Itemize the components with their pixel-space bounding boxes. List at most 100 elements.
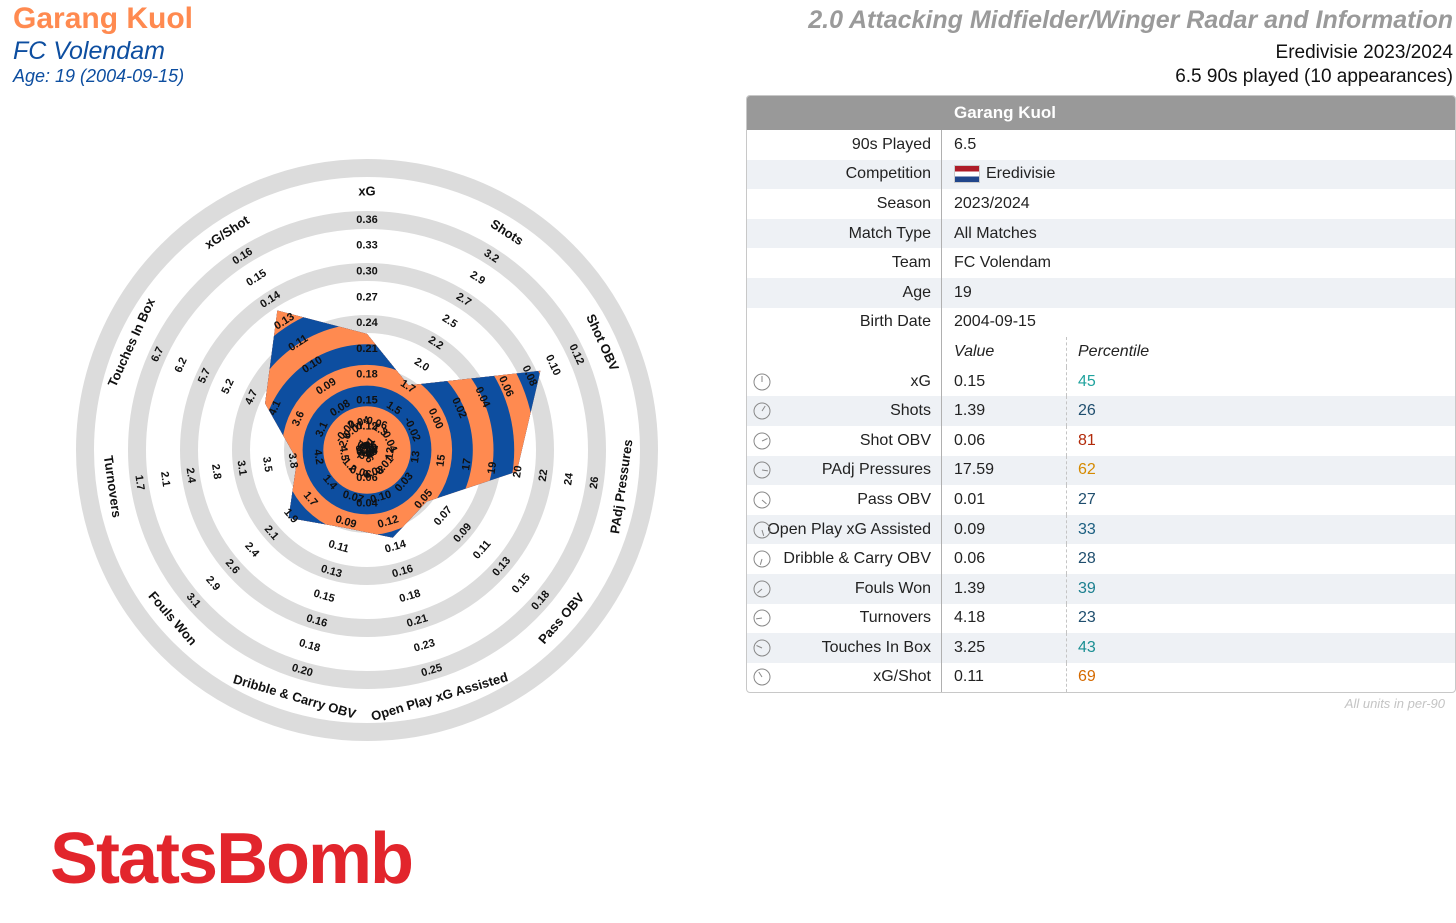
metric-row: PAdj Pressures 17.59 62 (747, 455, 1455, 486)
tick-label: 0.15 (510, 572, 533, 596)
tick-label: 13 (409, 450, 423, 464)
tick-label: 0.18 (356, 369, 377, 381)
tick-label: 0.30 (356, 266, 377, 278)
metric-label: Fouls Won (747, 573, 942, 604)
info-row: Season 2023/2024 (747, 189, 1455, 219)
value-header: Value (954, 342, 995, 360)
tick-label: 3.6 (290, 409, 307, 428)
clock-icon (753, 668, 771, 686)
metric-value: 0.15 (954, 372, 986, 390)
tick-label: 0.33 (356, 240, 377, 252)
metric-rows: xG 0.15 45 Shots 1.39 26 Shot OBV 0.06 81 PAdj Pr… (747, 366, 1455, 693)
metric-percentile: 62 (1078, 461, 1096, 479)
units-note: All units in per-90 (1344, 696, 1445, 711)
tick-label: 0.15 (312, 588, 336, 606)
info-value: 2023/2024 (954, 194, 1030, 212)
tick-label: 0.18 (398, 588, 422, 606)
metric-label: Shots (747, 396, 942, 426)
tick-label: 4.7 (243, 388, 260, 407)
tick-label: 4.9 (362, 441, 376, 458)
tick-label: 0.04 (356, 498, 378, 510)
metric-label: Turnovers (747, 603, 942, 634)
tick-label: 2.9 (203, 574, 222, 593)
clock-icon (753, 373, 771, 391)
axis-label: Turnovers (101, 454, 125, 518)
tick-label: 2.5 (440, 312, 459, 330)
age-line: Age: 19 (2004-09-15) (13, 66, 185, 86)
info-table: Garang Kuol 90s Played 6.5 Competition Ered… (746, 95, 1456, 694)
tick-label: 0.15 (244, 267, 269, 289)
metric-label: Shot OBV (747, 425, 942, 456)
info-row: Team FC Volendam (747, 248, 1455, 278)
metric-value: 0.06 (954, 431, 986, 449)
metric-row: Dribble & Carry OBV 0.06 28 (747, 544, 1455, 574)
tick-label: 4.1 (266, 399, 283, 418)
tick-label: 0.09 (334, 513, 358, 531)
clock-icon (753, 432, 771, 450)
tick-label: 0.36 (356, 214, 377, 226)
metric-row: Touches In Box 3.25 43 (747, 633, 1455, 663)
tick-label: 2.4 (183, 467, 197, 485)
tick-label: 6.7 (149, 345, 166, 364)
tick-label: 3.5 (260, 456, 274, 473)
ring (180, 263, 554, 637)
metric-value: 0.11 (954, 668, 984, 686)
tick-label: 3.1 (313, 420, 330, 439)
competition-line: Eredivisie 2023/2024 (1275, 42, 1453, 63)
tick-label: 0.06 (356, 472, 377, 484)
info-label: Match Type (747, 218, 942, 249)
tick-label: 0.18 (298, 637, 322, 655)
percentile-header: Percentile (1078, 342, 1150, 360)
tick-label: 0.20 (290, 662, 314, 680)
tick-label: 0.16 (391, 563, 415, 581)
tick-label: 1.7 (132, 474, 146, 491)
tick-label: 2.8 (209, 463, 223, 480)
team-name: FC Volendam (13, 37, 165, 65)
metric-row: Pass OBV 0.01 27 (747, 485, 1455, 515)
radar-title: 2.0 Attacking Midfielder/Winger Radar an… (808, 6, 1453, 34)
metric-row: xG/Shot 0.11 69 (747, 662, 1455, 693)
tick-label: 0.11 (471, 538, 494, 562)
metric-label: xG/Shot (747, 662, 942, 693)
metric-row: xG 0.15 45 (747, 366, 1455, 397)
tick-label: 0.09 (356, 446, 377, 458)
tick-label: 0.21 (356, 343, 377, 355)
netherlands-flag-icon (954, 165, 980, 184)
metric-value: 0.01 (954, 490, 986, 508)
tick-label: 2.1 (360, 441, 377, 460)
tick-label: 0.21 (405, 612, 429, 630)
clock-icon (753, 580, 771, 598)
tick-label: 0.16 (305, 612, 329, 630)
tick-label: 0.14 (384, 538, 409, 556)
metric-row: Open Play xG Assisted 0.09 33 (747, 514, 1455, 545)
tick-label: 0.23 (413, 637, 437, 655)
info-label: 90s Played (747, 130, 942, 160)
info-row: 90s Played 6.5 (747, 130, 1455, 160)
tick-label: 0.15 (356, 395, 377, 407)
info-row: Age 19 (747, 277, 1455, 308)
info-label: Age (747, 277, 942, 308)
info-row: Match Type All Matches (747, 218, 1455, 249)
info-value: 6.5 (954, 135, 977, 153)
clock-icon (753, 521, 771, 539)
tick-label: 0.07 (341, 489, 365, 507)
tick-label: 0.25 (420, 662, 444, 680)
info-value: All Matches (954, 224, 1037, 242)
tick-label: 0.11 (327, 538, 350, 555)
info-label: Season (747, 189, 942, 219)
tick-label: 26 (588, 476, 602, 490)
metric-row: Shot OBV 0.06 81 (747, 425, 1455, 456)
info-value: 2004-09-15 (954, 313, 1036, 331)
tick-label: 2.1 (158, 471, 172, 488)
metrics-header-row: Value Percentile (747, 337, 1455, 367)
tick-label: 24 (562, 471, 576, 486)
metric-label: Pass OBV (747, 485, 942, 515)
clock-icon (753, 491, 771, 509)
metric-label: xG (747, 366, 942, 397)
metric-value: 17.59 (954, 461, 995, 479)
tick-label: 6.2 (173, 356, 190, 375)
metric-row: Shots 1.39 26 (747, 396, 1455, 426)
metric-value: 4.18 (954, 609, 986, 627)
tick-label: 19 (486, 461, 500, 475)
tick-label: 0.08 (362, 464, 386, 482)
